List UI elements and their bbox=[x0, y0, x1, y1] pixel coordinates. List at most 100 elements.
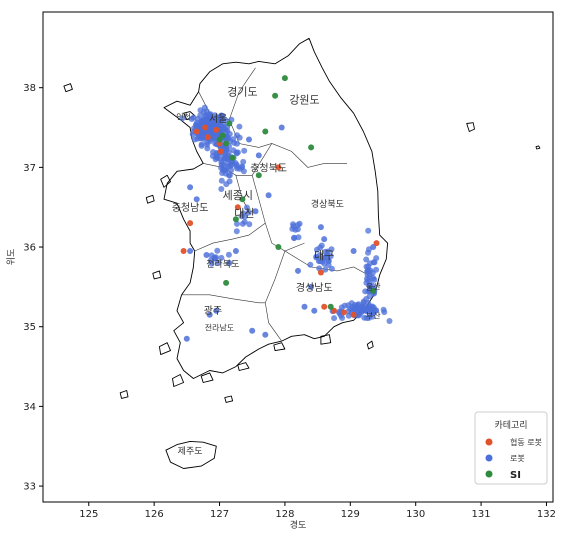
robot-marker bbox=[241, 218, 248, 225]
cobot-marker bbox=[340, 309, 347, 316]
island-coastline bbox=[237, 362, 250, 371]
robot-marker bbox=[291, 234, 298, 241]
island-coastline bbox=[366, 340, 374, 350]
robot-marker bbox=[212, 156, 219, 163]
legend-marker-robot bbox=[485, 454, 493, 462]
robot-marker bbox=[278, 124, 285, 131]
robot-marker bbox=[245, 209, 252, 216]
region-label: 충청북도 bbox=[250, 162, 287, 174]
robot-marker bbox=[226, 172, 233, 179]
y-tick-label: 37 bbox=[23, 163, 36, 174]
robot-marker bbox=[365, 227, 372, 234]
cobot-marker bbox=[275, 164, 282, 171]
robot-marker bbox=[386, 318, 393, 324]
si-marker bbox=[223, 140, 230, 147]
y-tick-label: 38 bbox=[23, 83, 36, 94]
cobot-marker bbox=[321, 303, 328, 310]
robot-marker bbox=[311, 307, 318, 314]
cobot-marker bbox=[213, 126, 220, 133]
island-coastline bbox=[152, 270, 162, 280]
cobot-marker bbox=[187, 220, 194, 227]
robot-marker bbox=[236, 123, 243, 130]
x-tick-label: 129 bbox=[341, 509, 360, 520]
si-marker bbox=[239, 196, 246, 203]
cobot-marker bbox=[331, 307, 337, 314]
robot-marker bbox=[331, 315, 338, 322]
robot-marker bbox=[327, 253, 334, 260]
robot-marker bbox=[218, 254, 225, 261]
robot-marker bbox=[315, 258, 322, 265]
province-border bbox=[229, 119, 347, 168]
cobot-marker bbox=[193, 128, 200, 135]
robot-marker bbox=[218, 112, 225, 119]
region-label: 전라남도 bbox=[205, 323, 234, 333]
robot-marker bbox=[349, 306, 356, 313]
robot-marker bbox=[230, 136, 237, 143]
robot-marker bbox=[204, 141, 211, 148]
x-axis: 125 126 127 128 129 130 131 132 bbox=[79, 502, 556, 520]
robot-marker bbox=[363, 315, 370, 322]
robot-marker bbox=[380, 306, 387, 313]
robot-marker bbox=[234, 220, 240, 227]
cobot-marker bbox=[180, 248, 187, 254]
island-coastline bbox=[165, 440, 217, 469]
si-marker bbox=[232, 216, 239, 223]
x-tick-label: 130 bbox=[406, 509, 425, 520]
robot-marker bbox=[246, 221, 253, 228]
robot-marker bbox=[317, 244, 324, 251]
si-marker bbox=[281, 75, 288, 82]
robot-marker bbox=[370, 306, 377, 313]
province-border bbox=[181, 294, 266, 304]
robot-marker bbox=[183, 335, 190, 342]
robot-marker bbox=[238, 213, 245, 220]
island-coastline bbox=[158, 342, 171, 356]
region-label: 경상북도 bbox=[311, 198, 344, 210]
robot-marker bbox=[367, 267, 374, 274]
island-coastline bbox=[172, 374, 185, 387]
si-marker bbox=[308, 144, 315, 151]
region-label: 광주 bbox=[204, 305, 222, 317]
robot-marker bbox=[320, 255, 327, 262]
robot-marker bbox=[313, 253, 320, 260]
x-tick-label: 128 bbox=[275, 509, 294, 520]
y-axis: 33 34 35 36 37 38 bbox=[23, 83, 43, 493]
si-marker bbox=[370, 287, 377, 294]
y-tick-label: 34 bbox=[23, 402, 36, 413]
cobot-marker bbox=[317, 269, 324, 276]
robot-marker bbox=[362, 288, 369, 295]
island-coastline bbox=[63, 83, 73, 93]
y-axis-label: 위도 bbox=[6, 249, 17, 266]
robot-marker bbox=[356, 307, 363, 314]
robot-marker bbox=[203, 252, 210, 258]
y-tick-label: 33 bbox=[23, 482, 36, 493]
robot-marker bbox=[179, 115, 186, 122]
x-axis-label: 경도 bbox=[290, 519, 307, 531]
robot-marker bbox=[338, 304, 345, 311]
robot-marker bbox=[243, 204, 250, 211]
robot-marker bbox=[361, 307, 368, 314]
legend-label-cobot: 협동 로봇 bbox=[510, 437, 542, 447]
robot-marker bbox=[322, 266, 329, 273]
robot-marker bbox=[193, 121, 200, 128]
mainland-coastline bbox=[163, 37, 389, 379]
robot-marker bbox=[234, 140, 240, 147]
robot-marker bbox=[295, 267, 301, 274]
region-label: 서울 bbox=[209, 113, 227, 125]
cobot-marker bbox=[234, 204, 241, 211]
robot-marker bbox=[197, 107, 204, 114]
robot-marker bbox=[233, 228, 240, 235]
x-tick-label: 127 bbox=[210, 509, 229, 520]
x-tick-label: 125 bbox=[79, 509, 98, 520]
robot-marker bbox=[208, 117, 215, 124]
island-coastline bbox=[145, 194, 155, 204]
robot-marker bbox=[241, 147, 248, 154]
region-label: 대구 bbox=[314, 249, 334, 262]
x-tick-label: 131 bbox=[472, 509, 491, 520]
cobot-marker bbox=[202, 124, 209, 131]
island-coastline bbox=[160, 174, 171, 188]
robot-marker bbox=[208, 252, 215, 259]
robot-marker bbox=[322, 248, 329, 255]
